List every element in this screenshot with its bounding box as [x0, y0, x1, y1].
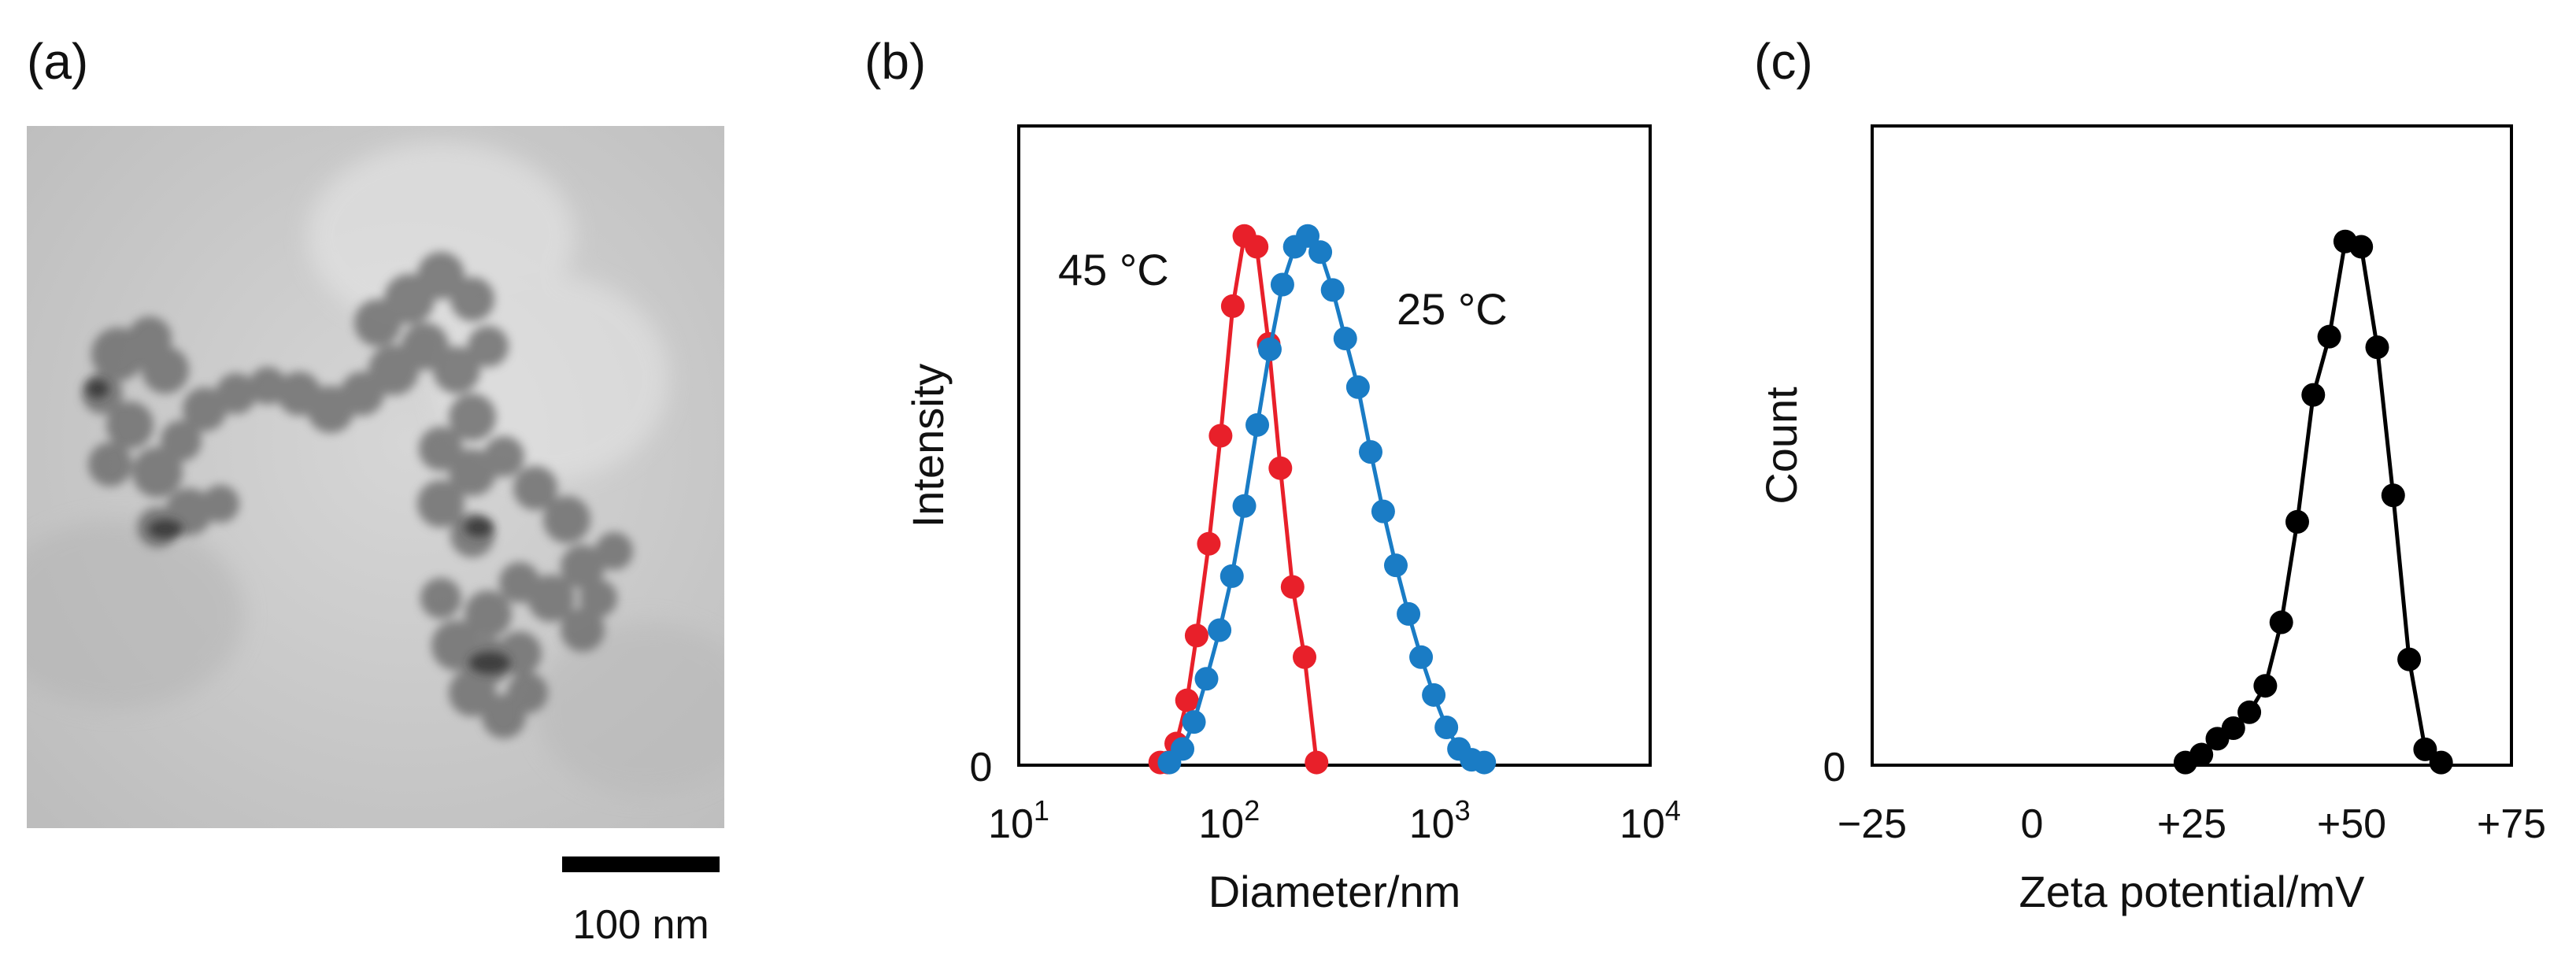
chart-b-point-s0-6	[1208, 424, 1233, 448]
chart-b-point-s1-21	[1422, 683, 1446, 707]
chart-b-point-s1-20	[1409, 645, 1434, 669]
chart-b-frame	[1017, 124, 1652, 767]
chart-c-point-s0-4	[2237, 700, 2262, 724]
chart-b-point-s0-11	[1268, 456, 1293, 480]
chart-b-label-25c: 25 °C	[1397, 284, 1508, 334]
chart-b-point-s1-19	[1397, 601, 1421, 626]
chart-c-x-tick-1: 0	[2021, 801, 2044, 847]
chart-c-x-tick-4: +75	[2477, 801, 2546, 847]
chart-c-point-s0-5	[2253, 674, 2278, 698]
chart-size-distribution: 0 Intensity Diameter/nm 101 102 103 104 45 …	[903, 124, 1681, 916]
chart-b-point-s1-25	[1472, 750, 1497, 775]
chart-b-x-tick-2: 103	[1409, 794, 1471, 847]
chart-b-point-s0-5	[1197, 531, 1221, 556]
chart-c-x-tick-0: −25	[1838, 801, 1907, 847]
chart-c-x-tick-3: +50	[2317, 801, 2386, 847]
chart-c-point-s0-16	[2429, 750, 2453, 775]
chart-b-y-axis-title: Intensity	[903, 364, 953, 528]
chart-b-point-s0-14	[1305, 750, 1329, 775]
chart-b-point-s1-13	[1320, 278, 1345, 302]
chart-c-point-s0-7	[2285, 509, 2309, 534]
chart-c-x-axis-title: Zeta potential/mV	[2019, 867, 2366, 916]
chart-c-point-s0-8	[2301, 383, 2326, 407]
chart-b-x-tick-0: 101	[988, 794, 1049, 847]
chart-b-point-s1-1	[1171, 737, 1195, 761]
chart-b-x-tick-1: 102	[1198, 794, 1260, 847]
chart-b-point-s0-3	[1175, 688, 1199, 712]
chart-zeta-potential: 0 Count Zeta potential/mV −25 0 +25 +50 +75	[1756, 124, 2546, 916]
chart-c-x-tick-2: +25	[2157, 801, 2226, 847]
chart-b-point-s0-13	[1293, 645, 1317, 669]
scale-bar-label: 100 nm	[572, 902, 709, 948]
chart-b-y-tick-0: 0	[970, 745, 993, 790]
chart-b-point-s1-17	[1371, 499, 1395, 523]
chart-b-point-s1-5	[1220, 564, 1244, 588]
chart-c-y-tick-0: 0	[1823, 745, 1846, 790]
chart-c-point-s0-14	[2397, 647, 2422, 671]
chart-c-y-axis-title: Count	[1756, 387, 1806, 505]
chart-c-point-s0-9	[2317, 324, 2341, 349]
chart-b-x-tick-3: 104	[1619, 794, 1681, 847]
chart-b-point-s1-3	[1194, 667, 1219, 691]
chart-c-point-s0-6	[2269, 610, 2293, 634]
chart-c-point-s0-11	[2349, 235, 2374, 259]
chart-b-label-45c: 45 °C	[1058, 245, 1169, 294]
chart-b-point-s0-4	[1184, 623, 1208, 648]
chart-c-point-s0-13	[2381, 483, 2405, 508]
chart-b-point-s0-9	[1245, 235, 1269, 259]
chart-b-point-s0-12	[1280, 575, 1305, 599]
chart-b-point-s1-8	[1257, 337, 1282, 361]
chart-b-point-s1-6	[1232, 494, 1257, 518]
chart-c-point-s0-12	[2365, 335, 2389, 360]
chart-b-point-s1-9	[1270, 272, 1294, 297]
panel-a-label: (a)	[27, 33, 88, 90]
tem-micrograph	[27, 126, 724, 828]
chart-b-point-s0-7	[1220, 294, 1245, 318]
chart-c-point-s0-1	[2189, 742, 2214, 767]
chart-c-point-s0-15	[2413, 737, 2437, 761]
nanoparticle-aggregate	[82, 252, 633, 738]
scale-bar: 100 nm	[562, 856, 720, 948]
chart-b-point-s1-22	[1434, 715, 1459, 739]
chart-b-point-s1-16	[1359, 440, 1383, 464]
chart-b-point-s1-12	[1308, 240, 1333, 265]
chart-b-point-s1-2	[1182, 710, 1206, 734]
chart-b-point-s1-18	[1383, 553, 1408, 578]
chart-b-point-s1-14	[1333, 327, 1357, 351]
chart-b-x-axis-title: Diameter/nm	[1208, 867, 1461, 916]
panel-b-label: (b)	[864, 33, 926, 90]
chart-b-point-s1-7	[1245, 413, 1270, 437]
chart-b-point-s1-11	[1296, 224, 1320, 248]
chart-b-point-s1-15	[1345, 375, 1370, 399]
chart-c-point-s0-3	[2221, 716, 2245, 740]
chart-b-point-s1-4	[1208, 618, 1232, 642]
panel-c-label: (c)	[1754, 33, 1813, 90]
